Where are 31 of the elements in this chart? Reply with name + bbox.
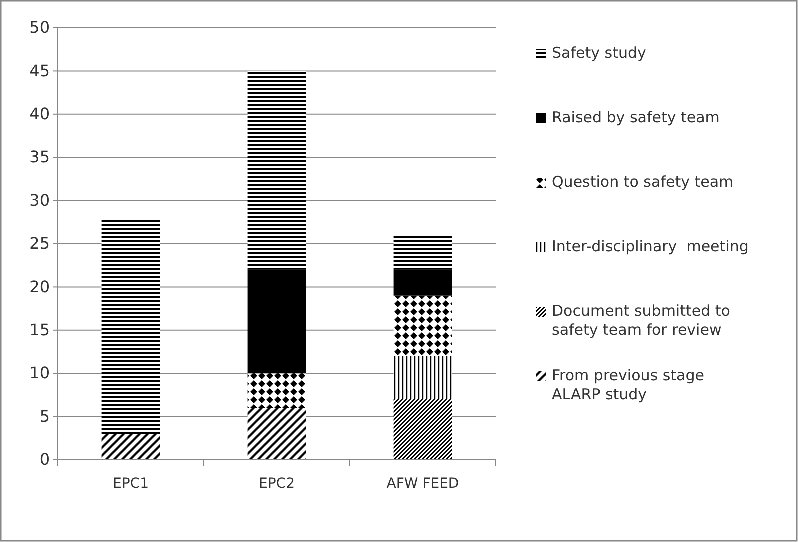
bar: [248, 408, 306, 460]
y-tick-label: 15: [30, 320, 50, 340]
y-tick-label: 25: [30, 234, 50, 254]
y-tick-label: 40: [30, 104, 50, 124]
y-tick-label: 45: [30, 61, 50, 80]
bar: [102, 218, 160, 434]
y-tick-label: 5: [40, 406, 50, 426]
x-tick-label: EPC1: [113, 476, 149, 492]
legend-label: Safety study: [552, 44, 646, 62]
x-tick-label: EPC2: [259, 476, 295, 492]
legend-label: From previous stage ALARP study: [552, 366, 704, 404]
bar: [248, 374, 306, 408]
legend-label: Question to safety team: [552, 173, 734, 191]
bar: [248, 71, 306, 270]
bar: [102, 434, 160, 460]
bar: [248, 270, 306, 374]
y-tick-label: 20: [30, 277, 50, 296]
y-tick-label: 30: [30, 190, 50, 210]
x-tick-label: AFW FEED: [386, 476, 460, 492]
bar: [394, 270, 452, 296]
bar: [394, 400, 452, 460]
bar: [394, 296, 452, 356]
bar: [394, 235, 452, 270]
y-tick-label: 0: [40, 450, 50, 470]
y-tick-label: 50: [30, 18, 50, 38]
legend-label: Raised by safety team: [552, 108, 720, 126]
y-tick-label: 10: [30, 364, 50, 383]
legend-label: Inter-disciplinary meeting: [552, 238, 749, 256]
bar: [394, 356, 452, 400]
y-tick-label: 35: [30, 148, 50, 167]
legend-label: Document submitted to safety team for review: [552, 302, 730, 339]
